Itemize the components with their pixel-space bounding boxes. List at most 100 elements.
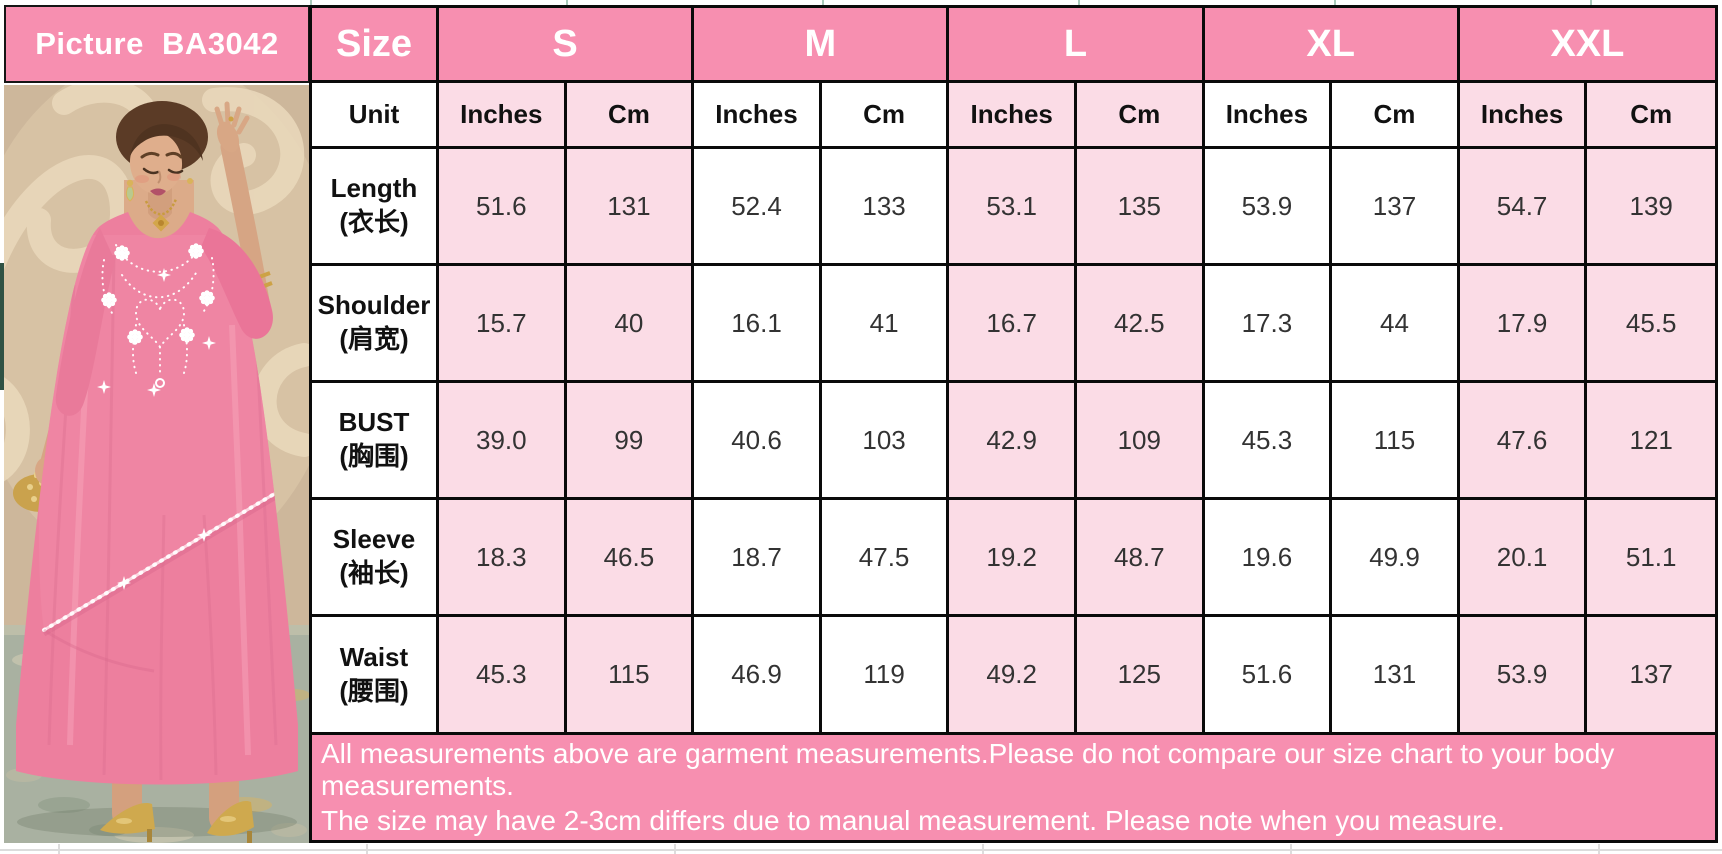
row-name-cn: (袖长) — [339, 558, 409, 588]
note-line-2: The size may have 2-3cm differs due to m… — [321, 805, 1505, 836]
grid-tick — [1334, 0, 1336, 5]
grid-line-bottom — [0, 849, 1722, 851]
shoulder-s-inches: 15.7 — [439, 266, 567, 383]
length-xl-inches: 53.9 — [1204, 149, 1333, 266]
grid-tick — [1598, 844, 1600, 854]
waist-l-inches: 49.2 — [949, 617, 1077, 735]
length-m-cm: 133 — [821, 149, 950, 266]
grid-tick — [366, 844, 368, 854]
size-header-l: L — [949, 8, 1205, 83]
length-xxl-inches: 54.7 — [1459, 149, 1588, 266]
unit-xl-inches: Inches — [1204, 83, 1333, 149]
length-l-cm: 135 — [1076, 149, 1205, 266]
sleeve-s-inches: 18.3 — [439, 500, 567, 617]
waist-m-cm: 119 — [821, 617, 950, 735]
row-name-cn: (衣长) — [339, 207, 409, 237]
grid-tick — [1590, 0, 1592, 5]
note-line-1: All measurements above are garment measu… — [321, 738, 1615, 801]
shoulder-m-cm: 41 — [821, 266, 950, 383]
unit-label: Unit — [312, 83, 439, 149]
bust-xxl-cm: 121 — [1587, 383, 1715, 500]
shoulder-l-inches: 16.7 — [949, 266, 1077, 383]
length-xxl-cm: 139 — [1587, 149, 1715, 266]
length-l-inches: 53.1 — [949, 149, 1077, 266]
unit-m-cm: Cm — [821, 83, 950, 149]
sleeve-xxl-cm: 51.1 — [1587, 500, 1715, 617]
size-header-m: M — [694, 8, 950, 83]
sleeve-m-inches: 18.7 — [694, 500, 822, 617]
shoulder-xxl-inches: 17.9 — [1459, 266, 1588, 383]
shoulder-s-cm: 40 — [566, 266, 695, 383]
shoulder-xl-inches: 17.3 — [1204, 266, 1333, 383]
row-name: Waist — [339, 641, 409, 672]
shoulder-xxl-cm: 45.5 — [1587, 266, 1715, 383]
bust-xl-inches: 45.3 — [1204, 383, 1333, 500]
grid-tick — [822, 0, 824, 5]
waist-s-inches: 45.3 — [439, 617, 567, 735]
bust-l-cm: 109 — [1076, 383, 1205, 500]
sleeve-xl-inches: 19.6 — [1204, 500, 1333, 617]
bust-l-inches: 42.9 — [949, 383, 1077, 500]
waist-xl-inches: 51.6 — [1204, 617, 1333, 735]
row-label-waist: Waist (腰围) — [312, 617, 439, 735]
size-table: Size S M L XL XXL Unit Inches Cm Inches … — [309, 5, 1718, 843]
size-header-xxl: XXL — [1459, 8, 1715, 83]
sleeve-l-inches: 19.2 — [949, 500, 1077, 617]
unit-l-cm: Cm — [1076, 83, 1205, 149]
sleeve-xxl-inches: 20.1 — [1459, 500, 1588, 617]
unit-xxl-inches: Inches — [1459, 83, 1588, 149]
waist-l-cm: 125 — [1076, 617, 1205, 735]
row-name: Sleeve — [332, 524, 416, 555]
shoulder-l-cm: 42.5 — [1076, 266, 1205, 383]
row-label-shoulder: Shoulder (肩宽) — [312, 266, 439, 383]
unit-xl-cm: Cm — [1332, 83, 1460, 149]
waist-xxl-inches: 53.9 — [1459, 617, 1588, 735]
bust-s-cm: 99 — [566, 383, 695, 500]
product-photo — [4, 85, 309, 843]
length-xl-cm: 137 — [1332, 149, 1460, 266]
grid-tick — [982, 844, 984, 854]
length-s-inches: 51.6 — [439, 149, 567, 266]
row-label-sleeve: Sleeve (袖长) — [312, 500, 439, 617]
waist-xxl-cm: 137 — [1587, 617, 1715, 735]
row-label-bust: BUST (胸围) — [312, 383, 439, 500]
size-column-header: Size — [312, 8, 439, 83]
sleeve-l-cm: 48.7 — [1076, 500, 1205, 617]
sleeve-m-cm: 47.5 — [821, 500, 950, 617]
bust-m-inches: 40.6 — [694, 383, 822, 500]
length-m-inches: 52.4 — [694, 149, 822, 266]
bust-m-cm: 103 — [821, 383, 950, 500]
left-margin-artifact — [0, 263, 4, 390]
size-header-xl: XL — [1204, 8, 1460, 83]
measurement-note: All measurements above are garment measu… — [312, 735, 1715, 840]
row-name-cn: (肩宽) — [339, 324, 409, 354]
sleeve-xl-cm: 49.9 — [1332, 500, 1460, 617]
unit-s-cm: Cm — [566, 83, 695, 149]
model-photo-illustration — [4, 85, 309, 843]
row-name-cn: (腰围) — [339, 675, 409, 706]
bust-xxl-inches: 47.6 — [1459, 383, 1588, 500]
shoulder-xl-cm: 44 — [1332, 266, 1460, 383]
grid-tick — [1290, 844, 1292, 854]
waist-xl-cm: 131 — [1332, 617, 1460, 735]
unit-m-inches: Inches — [694, 83, 822, 149]
grid-tick — [1078, 0, 1080, 5]
waist-s-cm: 115 — [566, 617, 695, 735]
row-label-length: Length (衣长) — [312, 149, 439, 266]
sleeve-s-cm: 46.5 — [566, 500, 695, 617]
grid-tick — [674, 844, 676, 854]
picture-header: Picture BA3042 — [4, 5, 310, 83]
row-name: Length — [330, 173, 418, 204]
unit-s-inches: Inches — [439, 83, 567, 149]
row-name: BUST — [338, 407, 410, 438]
grid-tick — [58, 844, 60, 854]
shoulder-m-inches: 16.1 — [694, 266, 822, 383]
bust-s-inches: 39.0 — [439, 383, 567, 500]
unit-l-inches: Inches — [949, 83, 1077, 149]
row-name: Shoulder — [317, 290, 431, 321]
size-header-s: S — [439, 8, 695, 83]
row-name-cn: (胸围) — [339, 441, 409, 471]
unit-xxl-cm: Cm — [1587, 83, 1715, 149]
grid-tick — [310, 0, 312, 5]
